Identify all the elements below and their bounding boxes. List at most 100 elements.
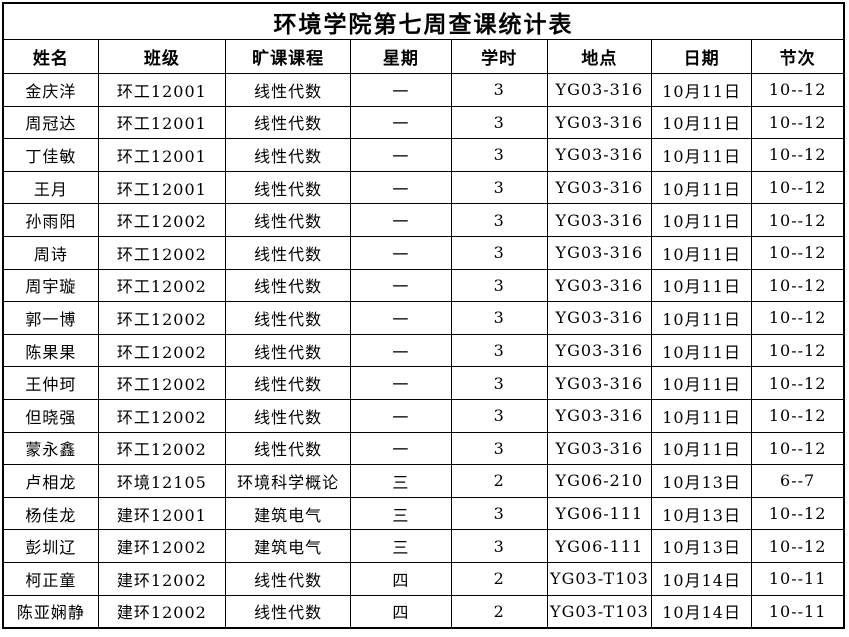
cell-class: 环工12001 — [97, 170, 227, 205]
cell-weekday: 三 — [350, 464, 452, 498]
table-row: 卢相龙 环境12105 环境科学概论 三 2 YG06-210 10月13日 6… — [2, 464, 845, 498]
table-row: 周诗 环工12002 线性代数 一 3 YG03-316 10月11日 10--… — [2, 235, 845, 270]
cell-date: 10月13日 — [650, 529, 753, 563]
cell-date: 10月11日 — [650, 431, 753, 466]
cell-hours: 2 — [450, 464, 548, 498]
cell-missed-course: 建筑电气 — [225, 529, 352, 563]
cell-student-name: 但晓强 — [2, 398, 99, 433]
cell-hours: 3 — [450, 235, 548, 270]
table-row: 丁佳敏 环工12001 线性代数 一 3 YG03-316 10月11日 10-… — [2, 138, 845, 172]
cell-location: YG03-T103 — [546, 594, 653, 629]
cell-date: 10月11日 — [650, 105, 753, 140]
cell-student-name: 彭圳辽 — [2, 529, 99, 563]
cell-date: 10月14日 — [650, 594, 753, 629]
cell-period: 10--12 — [751, 366, 845, 400]
column-header-name: 姓名 — [2, 39, 99, 74]
cell-class: 环工12001 — [97, 73, 227, 107]
cell-student-name: 卢相龙 — [2, 464, 99, 498]
cell-missed-course: 线性代数 — [225, 561, 352, 596]
cell-location: YG06-111 — [546, 496, 653, 531]
cell-date: 10月11日 — [650, 235, 753, 270]
page-title: 环境学院第七周查课统计表 — [2, 2, 845, 40]
cell-location: YG06-210 — [546, 464, 653, 498]
table-row: 郭一博 环工12002 线性代数 一 3 YG03-316 10月11日 10-… — [2, 301, 845, 335]
cell-weekday: 一 — [350, 235, 452, 270]
cell-class: 环工12002 — [97, 203, 227, 237]
table-row: 柯正童 建环12002 线性代数 四 2 YG03-T103 10月14日 10… — [2, 561, 845, 596]
cell-date: 10月11日 — [650, 398, 753, 433]
cell-student-name: 郭一博 — [2, 301, 99, 335]
cell-missed-course: 线性代数 — [225, 268, 352, 303]
table-row: 金庆洋 环工12001 线性代数 一 3 YG03-316 10月11日 10-… — [2, 73, 845, 107]
table-row: 王月 环工12001 线性代数 一 3 YG03-316 10月11日 10--… — [2, 170, 845, 205]
cell-period: 10--12 — [751, 529, 845, 563]
cell-hours: 3 — [450, 333, 548, 368]
cell-class: 建环12002 — [97, 594, 227, 629]
cell-location: YG03-316 — [546, 138, 653, 172]
cell-hours: 3 — [450, 301, 548, 335]
cell-missed-course: 建筑电气 — [225, 496, 352, 531]
cell-location: YG03-316 — [546, 431, 653, 466]
cell-student-name: 丁佳敏 — [2, 138, 99, 172]
cell-student-name: 陈亚娴静 — [2, 594, 99, 629]
cell-weekday: 一 — [350, 73, 452, 107]
cell-class: 环工12002 — [97, 235, 227, 270]
cell-missed-course: 线性代数 — [225, 73, 352, 107]
column-header-period: 节次 — [751, 39, 845, 74]
table-row: 陈果果 环工12002 线性代数 一 3 YG03-316 10月11日 10-… — [2, 333, 845, 368]
cell-hours: 3 — [450, 138, 548, 172]
cell-date: 10月13日 — [650, 496, 753, 531]
cell-student-name: 周冠达 — [2, 105, 99, 140]
column-header-class: 班级 — [97, 39, 227, 74]
cell-location: YG03-316 — [546, 301, 653, 335]
cell-date: 10月11日 — [650, 203, 753, 237]
cell-hours: 3 — [450, 431, 548, 466]
cell-weekday: 三 — [350, 529, 452, 563]
cell-location: YG03-316 — [546, 170, 653, 205]
cell-hours: 3 — [450, 398, 548, 433]
cell-hours: 3 — [450, 203, 548, 237]
table-header-row: 姓名 班级 旷课课程 星期 学时 地点 日期 节次 — [2, 39, 845, 74]
cell-period: 10--12 — [751, 268, 845, 303]
cell-weekday: 四 — [350, 594, 452, 629]
cell-class: 环工12002 — [97, 398, 227, 433]
cell-location: YG03-316 — [546, 268, 653, 303]
cell-hours: 3 — [450, 268, 548, 303]
cell-student-name: 周诗 — [2, 235, 99, 270]
cell-student-name: 周宇璇 — [2, 268, 99, 303]
cell-class: 环工12001 — [97, 105, 227, 140]
cell-weekday: 一 — [350, 170, 452, 205]
cell-missed-course: 线性代数 — [225, 138, 352, 172]
cell-missed-course: 线性代数 — [225, 333, 352, 368]
cell-hours: 2 — [450, 561, 548, 596]
cell-missed-course: 线性代数 — [225, 431, 352, 466]
cell-class: 环工12002 — [97, 366, 227, 400]
cell-hours: 3 — [450, 496, 548, 531]
cell-date: 10月13日 — [650, 464, 753, 498]
table-row: 杨佳龙 建环12001 建筑电气 三 3 YG06-111 10月13日 10-… — [2, 496, 845, 531]
cell-weekday: 四 — [350, 561, 452, 596]
cell-student-name: 金庆洋 — [2, 73, 99, 107]
cell-date: 10月11日 — [650, 268, 753, 303]
cell-period: 10--12 — [751, 301, 845, 335]
cell-class: 环工12002 — [97, 333, 227, 368]
cell-weekday: 一 — [350, 366, 452, 400]
cell-class: 建环12002 — [97, 561, 227, 596]
cell-period: 10--12 — [751, 398, 845, 433]
cell-date: 10月11日 — [650, 301, 753, 335]
table-title-row: 环境学院第七周查课统计表 — [2, 2, 845, 40]
cell-hours: 3 — [450, 529, 548, 563]
cell-missed-course: 线性代数 — [225, 398, 352, 433]
cell-class: 环工12002 — [97, 431, 227, 466]
cell-location: YG03-316 — [546, 105, 653, 140]
cell-class: 建环12002 — [97, 529, 227, 563]
cell-location: YG03-T103 — [546, 561, 653, 596]
table-row: 周冠达 环工12001 线性代数 一 3 YG03-316 10月11日 10-… — [2, 105, 845, 140]
cell-date: 10月11日 — [650, 73, 753, 107]
cell-date: 10月14日 — [650, 561, 753, 596]
table-row: 孙雨阳 环工12002 线性代数 一 3 YG03-316 10月11日 10-… — [2, 203, 845, 237]
cell-student-name: 杨佳龙 — [2, 496, 99, 531]
table-row: 彭圳辽 建环12002 建筑电气 三 3 YG06-111 10月13日 10-… — [2, 529, 845, 563]
cell-period: 6--7 — [751, 464, 845, 498]
cell-period: 10--12 — [751, 105, 845, 140]
